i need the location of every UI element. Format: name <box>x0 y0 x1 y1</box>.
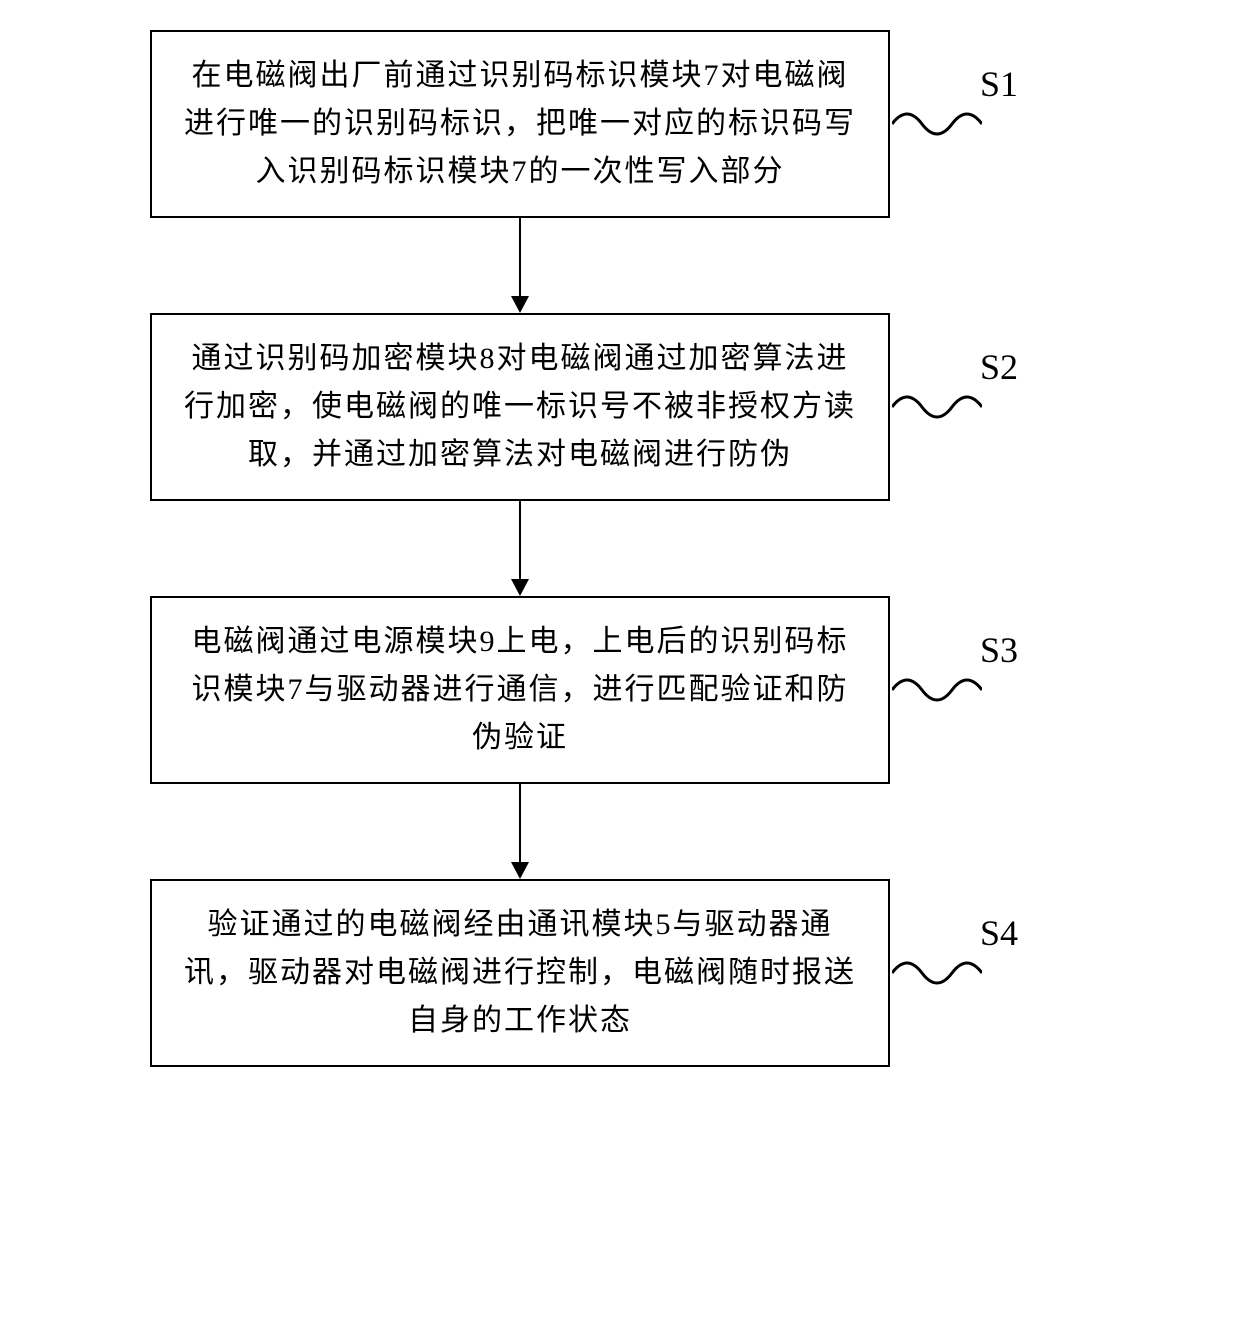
flowchart-container: 在电磁阀出厂前通过识别码标识模块7对电磁阀进行唯一的识别码标识，把唯一对应的标识… <box>150 30 1220 1067</box>
arrow-wrapper-1 <box>150 218 890 313</box>
step-s1-text: 在电磁阀出厂前通过识别码标识模块7对电磁阀进行唯一的识别码标识，把唯一对应的标识… <box>176 52 864 196</box>
step-s4-wrapper: 验证通过的电磁阀经由通讯模块5与驱动器通讯，驱动器对电磁阀进行控制，电磁阀随时报… <box>150 879 1018 1067</box>
arrow-wrapper-3 <box>150 784 890 879</box>
wavy-connector-s1 <box>892 104 982 144</box>
step-s1-box: 在电磁阀出厂前通过识别码标识模块7对电磁阀进行唯一的识别码标识，把唯一对应的标识… <box>150 30 890 218</box>
step-s3-box: 电磁阀通过电源模块9上电，上电后的识别码标识模块7与驱动器进行通信，进行匹配验证… <box>150 596 890 784</box>
step-s3-text: 电磁阀通过电源模块9上电，上电后的识别码标识模块7与驱动器进行通信，进行匹配验证… <box>176 618 864 762</box>
step-s1-wrapper: 在电磁阀出厂前通过识别码标识模块7对电磁阀进行唯一的识别码标识，把唯一对应的标识… <box>150 30 1018 218</box>
wavy-connector-s3 <box>892 670 982 710</box>
arrow-down-2 <box>505 501 535 596</box>
step-s2-box: 通过识别码加密模块8对电磁阀通过加密算法进行加密，使电磁阀的唯一标识号不被非授权… <box>150 313 890 501</box>
step-s4-label: S4 <box>980 912 1018 954</box>
arrow-wrapper-2 <box>150 501 890 596</box>
step-s2-wrapper: 通过识别码加密模块8对电磁阀通过加密算法进行加密，使电磁阀的唯一标识号不被非授权… <box>150 313 1018 501</box>
step-s3-wrapper: 电磁阀通过电源模块9上电，上电后的识别码标识模块7与驱动器进行通信，进行匹配验证… <box>150 596 1018 784</box>
step-s3-label: S3 <box>980 629 1018 671</box>
step-s2-text: 通过识别码加密模块8对电磁阀通过加密算法进行加密，使电磁阀的唯一标识号不被非授权… <box>176 335 864 479</box>
step-s4-text: 验证通过的电磁阀经由通讯模块5与驱动器通讯，驱动器对电磁阀进行控制，电磁阀随时报… <box>176 901 864 1045</box>
step-s4-box: 验证通过的电磁阀经由通讯模块5与驱动器通讯，驱动器对电磁阀进行控制，电磁阀随时报… <box>150 879 890 1067</box>
step-s2-label: S2 <box>980 346 1018 388</box>
arrow-down-1 <box>505 218 535 313</box>
arrow-down-3 <box>505 784 535 879</box>
wavy-connector-s2 <box>892 387 982 427</box>
wavy-connector-s4 <box>892 953 982 993</box>
step-s1-label: S1 <box>980 63 1018 105</box>
